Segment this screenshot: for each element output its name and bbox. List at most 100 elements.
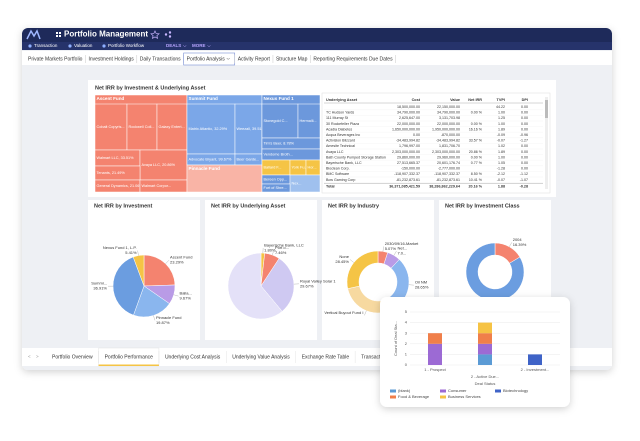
column-header: DPI [522,98,528,102]
table-cell: 0.00 [521,122,528,126]
legend-label: Business Services [448,394,481,399]
table-cell: 16.16 % [469,127,483,131]
treemap-cell-label: Stonegold C... [264,119,288,123]
treemap-cell[interactable] [156,103,188,151]
legend-label: Consumer [448,388,467,393]
leader-line [349,259,354,263]
table-cell: 20.86 % [469,150,483,154]
table-cell: -2,777,000.00 [438,167,460,171]
tab-bar [22,51,612,65]
total-cell: -0.28 [520,184,528,188]
tab[interactable]: Reporting Requirements Due Dates [313,56,393,62]
bar-segment[interactable] [428,343,442,365]
table-cell: 0.77 % [471,161,483,165]
total-cell: 38,286,862,229.64 [429,184,461,188]
bar-segment[interactable] [478,333,492,344]
slice-label: Oil NM [415,280,427,285]
treemap-cell[interactable] [289,174,321,193]
tab[interactable]: Portfolio Analysis [187,56,226,62]
scrollbar-thumb[interactable] [545,100,548,118]
tab[interactable]: Daily Transactions [140,56,181,62]
table-cell: -150,000.00 [401,167,420,171]
nav-item[interactable]: MORE [192,43,206,48]
total-cell: Total [326,184,335,188]
grid-icon [56,32,61,37]
table-cell: 0.00 [521,161,528,165]
table-cell: 1.89 [498,127,505,131]
bottom-tab[interactable]: Underlying Cost Analysis [165,354,221,360]
prev-arrow[interactable]: < [28,354,31,359]
slice[interactable] [465,242,525,302]
next-arrow[interactable]: > [36,354,39,359]
table-cell: 1.00 [498,111,505,115]
share-icon[interactable] [164,31,172,38]
table-cell: -1.27 [520,139,528,143]
table-cell: 2,303,000,000.00 [432,150,460,154]
slice[interactable] [143,254,176,287]
bottom-tab[interactable]: Portfolio Performance [105,354,154,360]
nav-item[interactable]: Valuation [74,43,93,48]
table-cell: 27,513,665.37 [397,161,420,165]
total-cell: 1.88 [498,184,505,188]
treemap-cell[interactable] [186,103,236,155]
bottom-tab[interactable]: Portfolio Overview [52,354,93,360]
treemap-cell-label: Tim's Beer, 8.78% [264,142,295,146]
bar-segment[interactable] [528,354,542,365]
treemap-cell[interactable] [186,164,263,193]
favorite-icon[interactable] [150,30,160,39]
table-cell: -118,907,332.37 [394,172,420,176]
bar-segment[interactable] [478,354,492,365]
slice[interactable] [133,285,170,318]
treemap-cell[interactable] [126,103,158,151]
table-cell: 1,831,706.70 [439,144,460,148]
nav-item[interactable]: DEALS [166,43,181,48]
slice-value-label: 5.41% [125,250,137,255]
y-tick-label: 0 [405,362,408,367]
treemap-cell-label: Beer Garde... [237,158,260,162]
tab[interactable]: Private Markets Portfolio [28,56,83,62]
table-cell: Amesite Technical [326,144,355,148]
app-title: Portfolio Management [64,30,148,39]
legend-label: Biotechnology [503,388,528,393]
table-cell: 10.41 % [469,178,483,182]
nav-item[interactable]: Portfolio Workflow [108,43,145,48]
tab[interactable]: Investment Holdings [88,56,134,62]
treemap-cell-label: Advocate Bryant, 99.67% [189,158,232,162]
table-cell: -0.96 [520,133,528,137]
treemap-cell[interactable] [234,103,263,155]
slice[interactable] [260,258,295,312]
bottom-tab[interactable]: Underlying Value Analysis [232,354,290,360]
treemap-cell-label: Rockwell Coll... [129,125,155,129]
logo [26,29,41,40]
bar-segment[interactable] [478,322,492,334]
slice[interactable] [112,256,145,316]
bar-segment[interactable] [428,333,442,344]
nav-item[interactable]: Transaction [34,43,58,48]
treemap-cell[interactable] [139,149,188,181]
table-cell: -870,000.00 [441,133,460,137]
tab[interactable]: Structure Map [276,56,308,62]
table-cell: 0.00 [521,116,528,120]
slice-label: Ascent Fund [170,255,192,260]
slice[interactable] [227,252,283,320]
bar-segment[interactable] [478,343,492,355]
treemap-cell[interactable] [261,103,299,139]
slice-value-label: 16.39% [513,242,527,247]
column-header: Underlying Asset [326,98,358,102]
bottom-tab[interactable]: Exchange Rate Table [302,354,350,360]
slice-label: None [339,254,349,259]
slice-label: 2004 [513,237,523,242]
treemap-cell[interactable] [261,183,291,193]
table-cell: -34,483,994.82 [436,139,460,143]
treemap-cell[interactable] [94,103,128,151]
slice[interactable] [346,250,379,289]
scrollbar[interactable] [545,97,548,189]
y-tick-label: 2 [405,341,408,346]
table-cell: 22,150,000.00 [437,105,460,109]
nav-icon [68,44,72,48]
table-cell: 0.00 [521,105,528,109]
y-axis-label: Count of Deal Sta... [393,321,398,356]
y-tick-label: 3 [405,330,408,335]
treemap-group-label: Ascent Fund [97,96,125,101]
tab[interactable]: Activity Report [238,56,271,62]
